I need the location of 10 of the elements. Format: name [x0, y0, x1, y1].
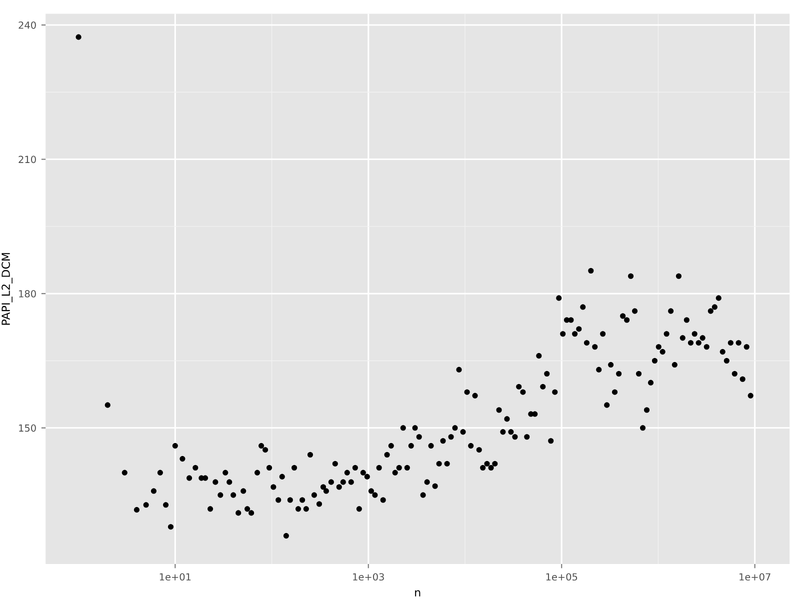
y-tick-label: 240 — [18, 21, 36, 29]
y-tick-label: 210 — [18, 156, 36, 164]
y-tick-label: 180 — [19, 290, 36, 298]
x-tick-label: 1e+03 — [353, 573, 384, 581]
x-tick-label: 1e+01 — [160, 573, 191, 581]
x-tick-label: 1e+07 — [740, 573, 770, 581]
x-axis-title: n — [415, 590, 420, 596]
x-tick-label: 1e+05 — [546, 573, 578, 581]
y-tick-label: 150 — [19, 424, 36, 432]
y-axis-title: PAPI_L2_DCM — [2, 253, 12, 325]
